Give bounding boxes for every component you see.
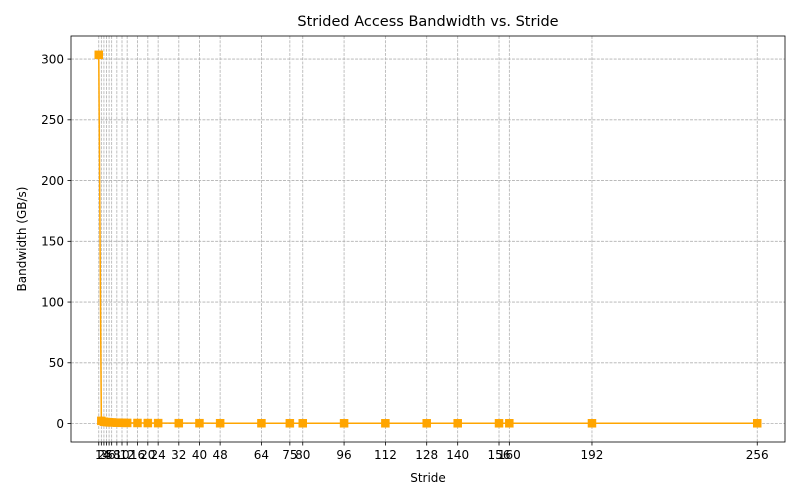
x-tick-label: 64 xyxy=(254,448,269,462)
y-axis-title: Bandwidth (GB/s) xyxy=(15,187,29,292)
x-tick-label: 8 xyxy=(113,448,121,462)
x-tick-label: 20 xyxy=(140,448,155,462)
y-tick-label: 300 xyxy=(41,52,64,66)
data-point-marker xyxy=(215,418,225,428)
x-tick-label: 24 xyxy=(151,448,166,462)
y-tick-label: 250 xyxy=(41,113,64,127)
x-tick-label: 1 xyxy=(95,448,103,462)
y-tick-label: 100 xyxy=(41,295,64,309)
x-tick-label: 96 xyxy=(336,448,351,462)
x-tick-label: 6 xyxy=(108,448,116,462)
data-point-marker xyxy=(505,419,514,428)
data-point-marker xyxy=(752,419,762,428)
x-tick-label: 32 xyxy=(171,448,186,462)
x-tick-label: 156 xyxy=(488,448,511,462)
label-layer: Strided Access Bandwidth vs. Stride Stri… xyxy=(15,14,559,485)
data-point-marker xyxy=(174,418,184,428)
x-tick-label: 3 xyxy=(100,448,108,462)
y-tick-label: 0 xyxy=(56,417,64,431)
x-tick-label: 256 xyxy=(746,448,769,462)
data-point-marker xyxy=(339,419,349,428)
x-tick-label: 10 xyxy=(114,448,129,462)
x-tick-label: 140 xyxy=(446,448,469,462)
data-point-marker xyxy=(257,418,266,428)
data-point-marker xyxy=(494,419,504,428)
x-tick-label: 160 xyxy=(498,448,521,462)
y-tick-label: 50 xyxy=(49,356,64,370)
x-axis-title: Stride xyxy=(410,471,446,485)
data-point-marker xyxy=(153,418,163,428)
y-tick-label: 150 xyxy=(41,235,64,249)
data-point-marker xyxy=(133,418,142,428)
data-point-marker xyxy=(195,418,204,428)
plot-frame xyxy=(70,35,786,443)
data-point-marker xyxy=(143,418,153,428)
chart-title: Strided Access Bandwidth vs. Stride xyxy=(297,14,558,30)
series-layer xyxy=(94,50,762,428)
x-tick-label: 112 xyxy=(374,448,397,462)
data-point-marker xyxy=(453,419,462,428)
x-tick-label: 40 xyxy=(192,448,207,462)
x-tick-label: 12 xyxy=(120,448,135,462)
data-point-marker xyxy=(285,419,295,428)
x-tick-label: 16 xyxy=(130,448,145,462)
data-point-marker xyxy=(422,419,431,428)
x-tick-label: 75 xyxy=(282,448,297,462)
x-tick-label: 128 xyxy=(415,448,438,462)
x-tick-label: 5 xyxy=(105,448,113,462)
data-point-marker xyxy=(587,419,597,428)
data-point-marker xyxy=(381,419,390,428)
data-point-marker xyxy=(94,50,104,60)
x-tick-label: 4 xyxy=(103,448,111,462)
x-tick-label: 80 xyxy=(295,448,310,462)
data-point-marker xyxy=(122,418,132,428)
x-tick-label: 48 xyxy=(212,448,227,462)
x-tick-label: 2 xyxy=(98,448,106,462)
data-point-marker xyxy=(298,419,308,428)
y-tick-label: 200 xyxy=(41,174,64,188)
x-tick-label: 192 xyxy=(581,448,604,462)
